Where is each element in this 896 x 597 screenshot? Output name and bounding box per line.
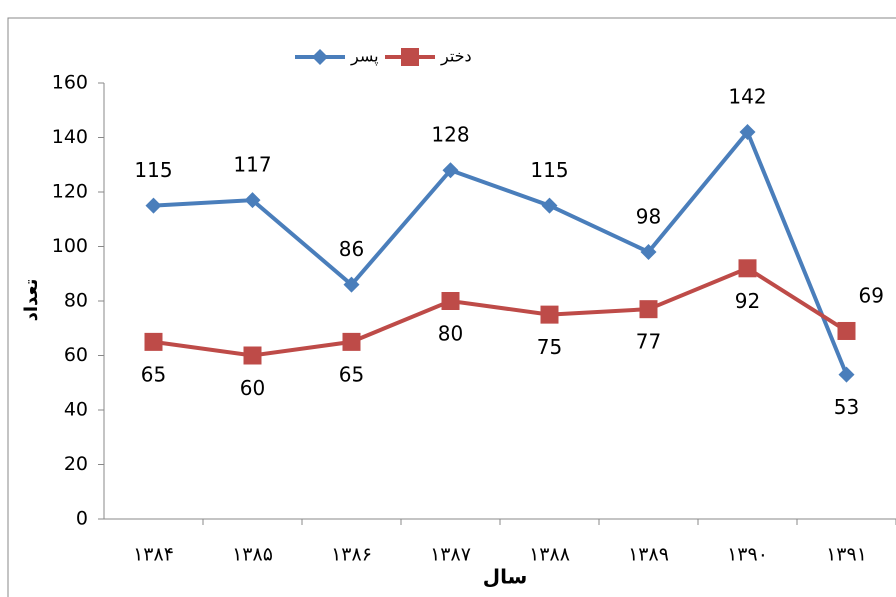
y-tick-label: 160	[52, 72, 88, 94]
x-tick-label: ۱۳۸۴	[133, 544, 174, 566]
data-point	[838, 366, 855, 383]
data-label: 92	[735, 289, 760, 313]
legend-marker	[401, 48, 419, 66]
data-label: 69	[859, 283, 884, 307]
y-tick-label: 120	[52, 181, 88, 203]
x-tick-label: ۱۳۸۸	[529, 544, 570, 566]
y-tick-label: 60	[64, 344, 88, 366]
data-label: 128	[431, 123, 469, 147]
data-point	[540, 305, 559, 324]
data-point	[342, 332, 361, 351]
x-axis-label: سال	[483, 565, 528, 589]
data-point	[837, 321, 856, 340]
data-label: 142	[728, 85, 766, 109]
legend-label: پسر	[350, 47, 379, 67]
x-tick-label: ۱۳۸۹	[628, 544, 669, 566]
data-label: 77	[636, 330, 661, 354]
data-point	[541, 197, 558, 214]
data-label: 60	[240, 376, 265, 400]
legend-label: دختر	[440, 47, 472, 67]
data-point	[441, 292, 460, 310]
data-label: 86	[339, 237, 364, 261]
data-label: 80	[438, 322, 463, 346]
data-point	[639, 300, 658, 319]
data-label: 65	[141, 362, 166, 386]
data-label: 98	[636, 204, 661, 228]
y-tick-label: 40	[64, 399, 88, 421]
y-tick-label: 100	[52, 235, 88, 257]
series-line	[153, 128, 849, 376]
data-point	[343, 276, 360, 293]
x-tick-label: ۱۳۹۰	[727, 544, 768, 566]
data-point	[145, 197, 162, 214]
data-label: 115	[530, 158, 568, 182]
legend-marker	[312, 49, 328, 65]
data-point	[144, 332, 163, 351]
series-line	[153, 266, 848, 358]
data-label: 53	[834, 395, 859, 419]
data-point	[739, 124, 756, 141]
data-point	[442, 162, 459, 179]
y-axis-label: تعداد	[21, 279, 42, 322]
data-label: 115	[134, 158, 172, 182]
x-tick-label: ۱۳۸۷	[430, 544, 471, 566]
y-tick-label: 80	[64, 290, 88, 312]
y-tick-label: 0	[76, 508, 88, 530]
chart-frame	[7, 17, 896, 597]
y-tick-label: 140	[52, 126, 88, 148]
data-point	[243, 346, 262, 365]
data-label: 65	[339, 362, 364, 386]
x-tick-label: ۱۳۸۵	[232, 544, 273, 566]
x-tick-label: ۱۳۸۶	[331, 544, 372, 566]
data-point	[640, 243, 657, 260]
x-tick-label: ۱۳۹۱	[826, 544, 867, 566]
y-tick-label: 20	[64, 453, 88, 475]
data-point	[738, 259, 757, 278]
data-label: 75	[537, 335, 562, 359]
data-label: 117	[233, 153, 271, 177]
data-point	[244, 192, 261, 209]
